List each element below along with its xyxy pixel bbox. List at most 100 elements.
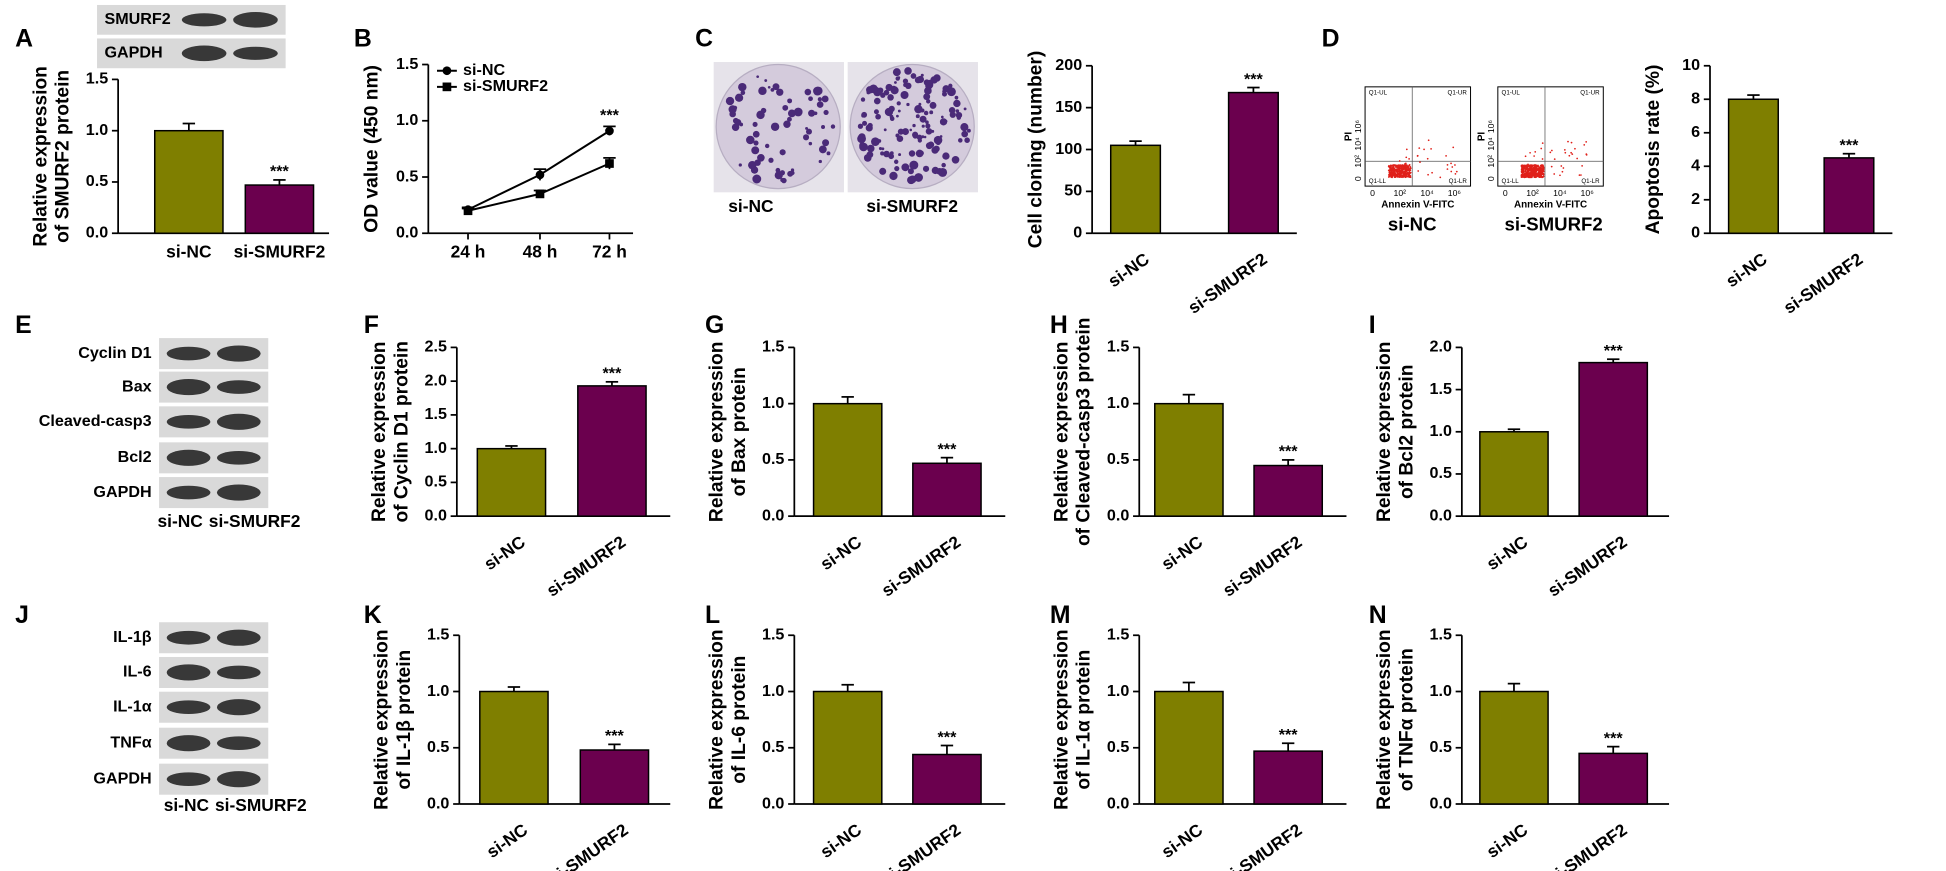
y-tick-label: 0.0 — [1107, 506, 1129, 524]
y-tick-label: 0.0 — [762, 506, 784, 524]
colony — [859, 142, 866, 149]
point — [605, 159, 614, 168]
colony — [889, 151, 894, 156]
colony — [923, 135, 927, 139]
event — [1439, 176, 1442, 179]
flow-sample: si-NC — [1388, 214, 1437, 235]
significance: *** — [605, 727, 625, 745]
event — [1399, 175, 1401, 178]
bar — [812, 690, 883, 805]
event — [1581, 164, 1583, 167]
quadrant-label: Q1-UR — [1580, 90, 1600, 97]
bar — [479, 690, 549, 805]
blot-band — [181, 45, 227, 62]
event — [1533, 155, 1535, 157]
colony — [912, 131, 919, 138]
colony — [808, 141, 813, 146]
colony — [734, 93, 744, 102]
y-tick-label: 0.5 — [427, 738, 449, 756]
y-tick-label: 2.0 — [1430, 338, 1452, 356]
x-tick-label: si-NC — [816, 531, 865, 574]
event — [1520, 169, 1523, 171]
event — [1407, 165, 1410, 167]
y-tick-label: 1.5 — [1430, 380, 1452, 398]
colony — [920, 108, 925, 113]
y-tick-label: 1.0 — [762, 394, 784, 412]
blot-band — [216, 451, 261, 465]
event — [1536, 175, 1538, 177]
event — [1529, 169, 1532, 172]
significance: *** — [938, 728, 958, 746]
colony — [924, 87, 932, 95]
colony — [752, 130, 760, 138]
y-tick-label: 0.5 — [762, 738, 784, 756]
blot-band — [166, 735, 211, 752]
colony — [793, 107, 803, 117]
colony — [871, 137, 880, 147]
event — [1524, 173, 1526, 176]
event — [1527, 168, 1530, 170]
colony — [779, 170, 785, 176]
y-tick-label: 0.0 — [1107, 794, 1129, 812]
y-tick-label: 0.5 — [425, 473, 447, 491]
significance: *** — [1244, 70, 1264, 88]
colony — [889, 171, 898, 181]
colony — [956, 115, 961, 120]
panel-letter: L — [705, 602, 720, 629]
event — [1535, 164, 1538, 167]
event — [1393, 164, 1396, 166]
colony — [758, 86, 767, 96]
event — [1417, 170, 1420, 172]
event — [1402, 166, 1405, 169]
flow-plot — [1364, 86, 1472, 187]
blot-label: GAPDH — [104, 44, 162, 62]
colony — [925, 120, 929, 124]
event — [1398, 164, 1400, 167]
colony — [752, 121, 758, 127]
bar — [1253, 750, 1324, 805]
y-tick-label: 0.0 — [396, 224, 418, 242]
blot-label: SMURF2 — [104, 10, 170, 28]
colony-label: si-NC — [728, 196, 774, 216]
colony — [803, 134, 810, 141]
bar — [579, 749, 650, 805]
event — [1454, 172, 1457, 175]
y-tick-label: 0.0 — [86, 224, 108, 242]
panel-letter: N — [1369, 602, 1387, 629]
colony — [818, 159, 822, 164]
y-tick-label: 6 — [1691, 123, 1700, 141]
colony — [963, 107, 967, 111]
colony — [926, 99, 931, 104]
colony — [948, 83, 953, 88]
event — [1521, 166, 1524, 169]
y-axis-label: of Bcl2 protein — [1396, 365, 1417, 500]
colony — [738, 163, 742, 167]
event — [1405, 148, 1408, 151]
x-tick-label: si-NC — [1104, 248, 1153, 291]
event — [1407, 176, 1410, 178]
colony — [893, 159, 899, 164]
event — [1450, 162, 1452, 165]
bar — [812, 402, 883, 517]
bar — [1578, 361, 1649, 517]
colony — [907, 168, 914, 175]
event — [1542, 175, 1545, 178]
blot-label: IL-1β — [113, 628, 152, 646]
colony — [881, 147, 885, 151]
blot-label: GAPDH — [93, 769, 151, 787]
event — [1394, 166, 1397, 168]
panel-letter: G — [705, 312, 724, 339]
significance: *** — [1604, 729, 1624, 747]
event — [1393, 168, 1396, 170]
colony — [918, 102, 922, 106]
colony — [901, 163, 910, 172]
event — [1583, 144, 1586, 146]
y-tick-label: 0 — [1691, 224, 1700, 242]
colony — [790, 170, 795, 176]
bar — [244, 184, 315, 235]
event — [1391, 176, 1393, 179]
blot-band — [216, 380, 261, 394]
event — [1398, 160, 1401, 162]
colony — [889, 114, 894, 119]
